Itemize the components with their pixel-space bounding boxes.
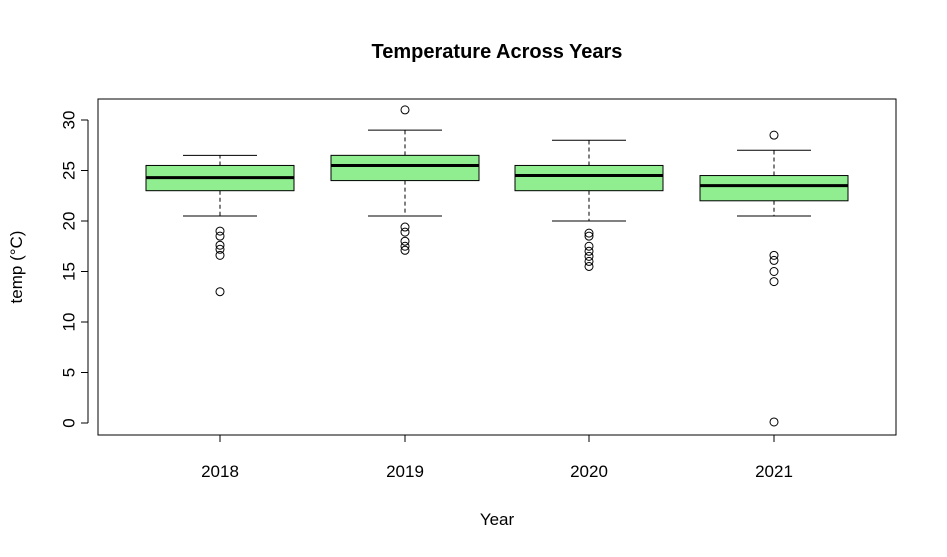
plot-frame	[97, 98, 897, 436]
outlier-point	[584, 256, 594, 266]
x-tick-label: 2021	[755, 462, 793, 481]
outlier-point	[400, 227, 410, 237]
iqr-box	[514, 164, 664, 192]
x-tick-label: 2019	[386, 462, 424, 481]
outlier-point	[584, 231, 594, 241]
y-tick-label: 25	[59, 161, 78, 180]
box-2020	[514, 139, 664, 271]
iqr-box	[699, 175, 849, 202]
outlier-point	[215, 226, 225, 236]
outlier-point	[400, 222, 410, 232]
y-tick-label: 0	[59, 418, 78, 427]
outlier-point	[400, 245, 410, 255]
outlier-point	[584, 228, 594, 238]
x-axis-label: Year	[480, 510, 515, 529]
outlier-point	[215, 287, 225, 297]
outlier-point	[584, 261, 594, 271]
outlier-point	[769, 417, 779, 427]
box-2019	[330, 105, 480, 255]
outlier-point	[215, 240, 225, 250]
outlier-point	[769, 250, 779, 260]
chart-title: Temperature Across Years	[372, 41, 623, 63]
boxes	[145, 105, 849, 427]
y-axis: 0 5 10 15 20 25 30	[59, 111, 89, 428]
x-axis: 2018 2019 2020 2021	[201, 434, 793, 481]
outlier-point	[215, 244, 225, 254]
box-2021	[699, 130, 849, 427]
outlier-point	[769, 130, 779, 140]
y-tick-label: 15	[59, 262, 78, 281]
y-tick-label: 10	[59, 313, 78, 332]
outlier-point	[584, 241, 594, 251]
x-tick-label: 2020	[570, 462, 608, 481]
outlier-point	[584, 246, 594, 256]
outlier-point	[769, 267, 779, 276]
x-tick-label: 2018	[201, 462, 239, 481]
y-tick-label: 5	[59, 368, 78, 377]
y-tick-label: 20	[59, 212, 78, 231]
outlier-point	[769, 255, 779, 265]
outlier-point	[215, 250, 225, 260]
outlier-point	[400, 236, 410, 246]
y-tick-label: 30	[59, 111, 78, 130]
box-2018	[145, 154, 295, 297]
y-axis-label: temp (°C)	[7, 231, 26, 304]
outlier-point	[400, 241, 410, 251]
outlier-point	[400, 105, 410, 115]
outlier-point	[584, 251, 594, 261]
iqr-box	[330, 154, 480, 182]
outlier-point	[215, 231, 225, 241]
outlier-point	[769, 277, 779, 287]
